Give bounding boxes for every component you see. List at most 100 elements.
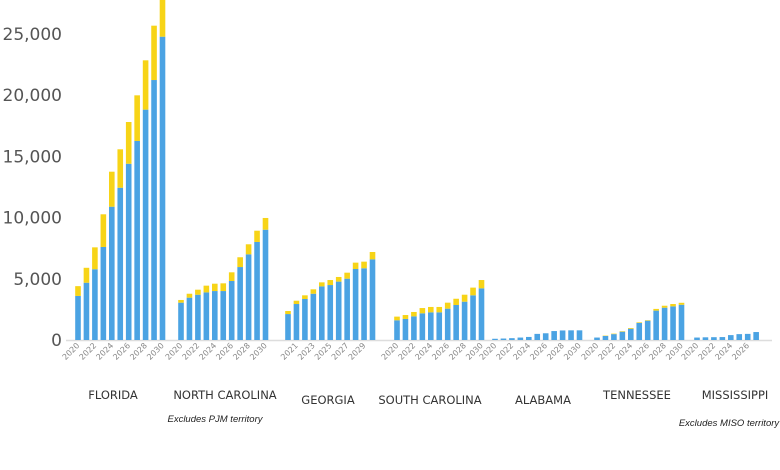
bar-base-north-carolina-2030 [262, 229, 269, 340]
group-label: SOUTH CAROLINA [378, 393, 481, 407]
bar-top-georgia-2023 [310, 289, 317, 294]
bar-base-tennessee-2030 [678, 304, 685, 340]
bar-top-georgia-2030 [369, 251, 376, 260]
bar-base-south-carolina-2025 [436, 312, 443, 340]
bar-top-florida-2023 [100, 214, 107, 247]
bar-base-tennessee-2026 [644, 320, 651, 340]
bar-base-north-carolina-2021 [186, 297, 193, 340]
y-tick-label: 10,000 [3, 209, 62, 229]
bar-top-florida-2020 [75, 286, 81, 296]
bar-top-south-carolina-2024 [428, 306, 434, 313]
bar-base-alabama-2021 [500, 338, 507, 340]
bar-top-south-carolina-2030 [478, 280, 485, 289]
y-tick-label: 5,000 [13, 270, 62, 290]
bar-top-florida-2025 [117, 149, 124, 188]
bar-top-south-carolina-2022 [411, 311, 417, 317]
x-tick-label: 2028 [231, 341, 252, 362]
bar-base-alabama-2030 [576, 330, 583, 340]
bar-base-alabama-2028 [559, 330, 566, 340]
x-tick-label: 2028 [128, 341, 149, 362]
group-label: MISSISSIPPI [702, 388, 769, 402]
bar-top-georgia-2028 [352, 262, 359, 270]
bar-base-florida-2026 [125, 163, 132, 340]
group-label: GEORGIA [301, 393, 355, 407]
bar-base-north-carolina-2026 [228, 281, 235, 340]
bar-base-tennessee-2029 [670, 306, 676, 340]
x-tick-label: 2023 [296, 341, 317, 362]
x-tick-label: 2024 [713, 341, 734, 362]
bar-base-north-carolina-2024 [212, 291, 218, 340]
bar-base-north-carolina-2027 [237, 267, 243, 340]
bar-top-north-carolina-2026 [228, 272, 235, 282]
x-tick-label: 2022 [181, 341, 202, 362]
bar-base-georgia-2025 [327, 285, 334, 340]
bar-base-north-carolina-2023 [203, 292, 210, 340]
bar-top-florida-2021 [83, 267, 90, 283]
bar-base-tennessee-2028 [661, 307, 668, 340]
bar-base-florida-2027 [134, 140, 140, 340]
bar-base-florida-2028 [142, 109, 149, 341]
bar-base-south-carolina-2021 [402, 318, 409, 340]
bar-top-florida-2022 [92, 247, 98, 270]
x-tick-label: 2030 [562, 341, 583, 362]
bar-base-tennessee-2022 [611, 334, 617, 340]
bar-base-alabama-2026 [542, 333, 549, 340]
x-tick-label: 2020 [580, 341, 601, 362]
x-tick-label: 2026 [430, 341, 451, 362]
bar-top-south-carolina-2025 [436, 306, 443, 313]
bar-base-alabama-2029 [568, 330, 574, 340]
x-tick-label: 2022 [78, 341, 99, 362]
bar-top-georgia-2026 [335, 276, 342, 282]
bar-base-south-carolina-2024 [428, 312, 434, 340]
bar-base-tennessee-2025 [636, 322, 643, 340]
x-tick-label: 2020 [164, 341, 185, 362]
bar-top-north-carolina-2028 [245, 244, 252, 255]
bar-top-florida-2028 [142, 60, 149, 110]
bar-top-north-carolina-2025 [220, 283, 227, 292]
bar-top-florida-2026 [125, 122, 132, 164]
bar-top-tennessee-2028 [661, 305, 668, 308]
bar-base-south-carolina-2029 [470, 295, 476, 340]
bar-base-florida-2025 [117, 187, 124, 340]
group-label: TENNESSEE [602, 388, 671, 402]
x-tick-label: 2029 [347, 341, 368, 362]
bar-top-south-carolina-2027 [453, 298, 459, 305]
x-tick-label: 2022 [697, 341, 718, 362]
bar-base-south-carolina-2020 [394, 320, 400, 340]
group-label: ALABAMA [515, 393, 571, 407]
x-tick-label: 2028 [447, 341, 468, 362]
x-tick-label: 2024 [197, 341, 218, 362]
bar-top-georgia-2022 [302, 295, 308, 299]
bar-base-mississippi-2026 [744, 333, 751, 340]
bar-top-north-carolina-2027 [237, 257, 243, 268]
bar-base-alabama-2025 [534, 333, 541, 340]
bar-top-north-carolina-2020 [178, 299, 184, 303]
bar-top-tennessee-2029 [670, 304, 676, 307]
x-tick-label: 2024 [511, 341, 532, 362]
bar-base-georgia-2024 [319, 286, 325, 340]
group-label: FLORIDA [88, 388, 138, 402]
bar-top-south-carolina-2021 [402, 315, 409, 319]
x-tick-label: 2024 [613, 341, 634, 362]
y-tick-label: 25,000 [3, 25, 62, 45]
bar-base-mississippi-2022 [711, 337, 717, 340]
bar-top-north-carolina-2023 [203, 285, 210, 293]
bar-base-mississippi-2025 [736, 334, 743, 340]
x-tick-label: 2030 [145, 341, 166, 362]
x-tick-label: 2020 [61, 341, 82, 362]
x-tick-label: 2020 [380, 341, 401, 362]
bar-base-north-carolina-2028 [245, 254, 252, 340]
bar-base-tennessee-2027 [653, 310, 659, 340]
bar-base-south-carolina-2022 [411, 316, 417, 340]
bar-base-alabama-2027 [551, 331, 557, 340]
bar-base-georgia-2028 [352, 269, 359, 340]
x-tick-label: 2028 [545, 341, 566, 362]
bar-top-south-carolina-2023 [419, 308, 426, 314]
bar-top-georgia-2029 [361, 261, 367, 269]
x-tick-label: 2024 [94, 341, 115, 362]
x-tick-label: 2022 [397, 341, 418, 362]
bar-base-alabama-2023 [517, 337, 524, 340]
bar-top-florida-2027 [134, 95, 140, 141]
bar-base-north-carolina-2022 [195, 294, 201, 340]
